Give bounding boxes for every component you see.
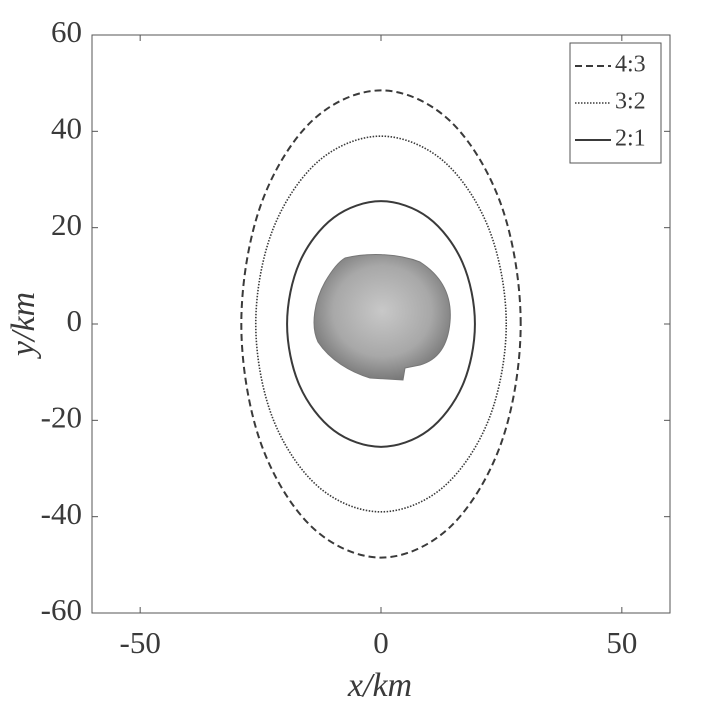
y-tick-label: 40 xyxy=(51,110,82,145)
x-tick-label: 50 xyxy=(606,625,637,660)
orbit-line xyxy=(240,89,522,559)
orbit-line xyxy=(286,200,476,448)
y-axis-label: y/km xyxy=(5,292,42,359)
x-tick-label: -50 xyxy=(120,625,161,660)
orbit-line xyxy=(254,135,508,513)
y-tick-label: -40 xyxy=(41,496,82,531)
legend-label: 2:1 xyxy=(615,126,646,152)
y-tick-label: 20 xyxy=(51,207,82,242)
x-axis-label: x/km xyxy=(347,667,412,704)
legend-label: 4:3 xyxy=(615,52,646,78)
y-tick-label: 0 xyxy=(67,303,83,338)
y-tick-label: -20 xyxy=(41,399,82,434)
asteroid xyxy=(313,254,451,381)
legend-label: 3:2 xyxy=(615,89,646,115)
y-tick-label: -60 xyxy=(41,592,82,627)
y-tick-label: 60 xyxy=(51,14,82,49)
x-tick-label: 0 xyxy=(373,625,389,660)
